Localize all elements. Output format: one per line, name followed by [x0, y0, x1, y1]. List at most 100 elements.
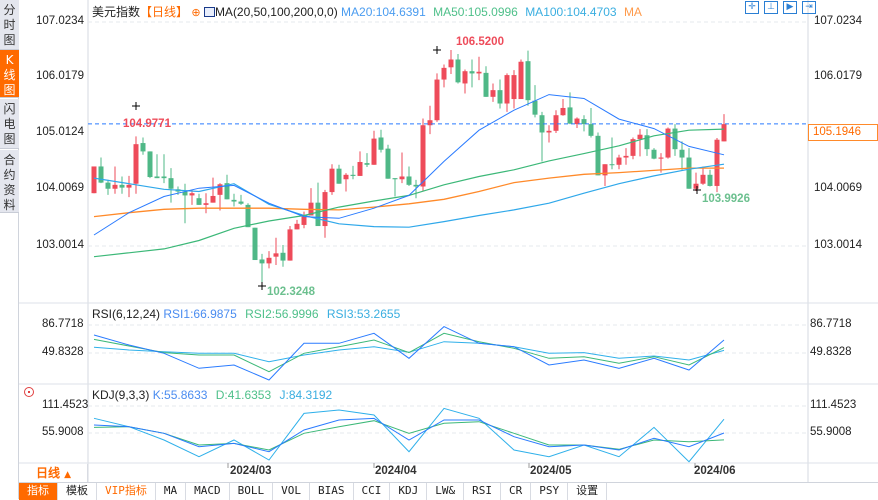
crosshair-toggle-icon[interactable]: ⊕	[191, 7, 201, 19]
candle-up	[546, 130, 552, 133]
j-line	[93, 407, 725, 463]
candle-up	[553, 115, 559, 131]
candle-down	[679, 149, 685, 158]
candle-up	[602, 164, 608, 176]
candle-up	[217, 184, 223, 195]
high-annotation: 106.5200	[456, 36, 504, 48]
tab-cci[interactable]: CCI	[354, 483, 391, 500]
chart-header: 美元指数【日线】 ⊕ MA(20,50,100,200,0,0) MA20:10…	[92, 3, 642, 20]
ma-params[interactable]: MA(20,50,100,200,0,0)	[214, 5, 338, 19]
tab-flash[interactable]: 闪电图	[0, 99, 19, 149]
tab-psy[interactable]: PSY	[531, 483, 569, 500]
candle-up	[112, 184, 118, 189]
right-price-label: 106.0179	[814, 70, 862, 82]
candle-up	[693, 183, 699, 189]
candle-up	[266, 257, 272, 264]
tab-kdj[interactable]: KDJ	[390, 483, 428, 500]
d-value: D:41.6353	[215, 388, 272, 402]
crosshair-icon[interactable]: ✛	[745, 1, 759, 14]
tab-ma[interactable]: MA	[156, 483, 187, 500]
candle-down	[140, 143, 146, 152]
candle-down	[532, 100, 538, 115]
k-line	[93, 417, 725, 453]
tab-timeshare[interactable]: 分时图	[0, 0, 19, 50]
zoom-in-range-icon[interactable]: ⊥	[764, 1, 778, 14]
candle-up	[126, 184, 132, 188]
candle-down	[105, 182, 111, 189]
left-price-label: 104.0069	[36, 182, 84, 194]
tab-templates[interactable]: 模板	[58, 483, 97, 500]
tab-indicators[interactable]: 指标	[19, 483, 58, 500]
candle-down	[378, 137, 384, 150]
candle-up	[616, 157, 622, 165]
tab-macd[interactable]: MACD	[186, 483, 230, 500]
kdj-title: KDJ(9,3,3)	[92, 388, 150, 402]
candle-up	[637, 134, 643, 140]
candle-down	[196, 198, 202, 205]
candle-down	[252, 227, 258, 261]
extreme-marker	[693, 186, 701, 194]
candle-up	[721, 124, 727, 142]
candle-down	[238, 201, 244, 204]
target-icon[interactable]	[24, 387, 34, 397]
right-price-label: 103.0014	[814, 239, 862, 251]
candle-down	[413, 184, 419, 187]
candle-down	[161, 176, 167, 179]
candle-up	[91, 166, 97, 194]
candle-down	[154, 176, 160, 179]
ma50-line	[93, 128, 725, 258]
low-annotation: 102.3248	[267, 286, 315, 298]
candle-down	[567, 107, 573, 124]
candle-down	[336, 168, 342, 184]
candle-down	[224, 183, 230, 200]
candle-down	[245, 204, 251, 228]
candle-down	[588, 124, 594, 136]
candle-up	[560, 107, 566, 116]
j-value: J:84.3192	[279, 388, 333, 402]
jump-to-end-icon[interactable]: ⇥	[802, 1, 816, 14]
caret-up-icon: ▲	[64, 470, 72, 480]
rsi1-line	[93, 326, 725, 381]
candle-up	[623, 155, 629, 158]
tab-lwr[interactable]: LW&	[427, 483, 465, 500]
candle-down	[315, 202, 321, 227]
candle-up	[504, 75, 510, 104]
tab-vol[interactable]: VOL	[273, 483, 310, 500]
tab-boll[interactable]: BOLL	[230, 483, 274, 500]
candle-up	[665, 128, 671, 158]
candle-down	[497, 90, 503, 104]
rsi-title: RSI(6,12,24)	[92, 307, 161, 321]
instrument-title: 美元指数	[92, 5, 141, 19]
candle-down	[686, 157, 692, 189]
candle-down	[231, 199, 237, 202]
tab-bias[interactable]: BIAS	[310, 483, 354, 500]
right-price-label: 104.0069	[814, 182, 862, 194]
candle-down	[609, 164, 615, 166]
candle-up	[399, 176, 405, 180]
candle-up	[203, 203, 209, 205]
candle-down	[119, 184, 125, 188]
d-line	[93, 420, 725, 451]
candle-down	[525, 61, 531, 101]
candle-up	[420, 125, 426, 187]
tab-vip-indicators[interactable]: VIP指标	[97, 483, 156, 500]
tab-cr[interactable]: CR	[501, 483, 532, 500]
rsi3-value: RSI3:53.2655	[326, 307, 401, 321]
period-selector[interactable]: 日线 ▲	[20, 464, 88, 482]
tab-contract-info[interactable]: 合约资料	[0, 150, 19, 213]
candle-up	[574, 118, 580, 125]
tab-settings[interactable]: 设置	[568, 483, 608, 500]
step-forward-icon[interactable]: ▶	[783, 1, 797, 14]
candle-up	[511, 75, 517, 100]
sidebar: 分时图 K线图 闪电图 合约资料	[0, 0, 19, 499]
rsi-axis-label: 49.8328	[810, 346, 852, 358]
rsi-axis-label: 49.8328	[42, 346, 84, 358]
ma-chart-icon[interactable]	[203, 7, 215, 17]
ma200-value: MA	[623, 5, 642, 19]
candle-down	[182, 191, 188, 196]
tab-kline[interactable]: K线图	[0, 50, 19, 98]
kdj-axis-label: 111.4523	[810, 399, 857, 411]
tab-rsi[interactable]: RSI	[464, 483, 501, 500]
candle-up	[427, 120, 433, 126]
